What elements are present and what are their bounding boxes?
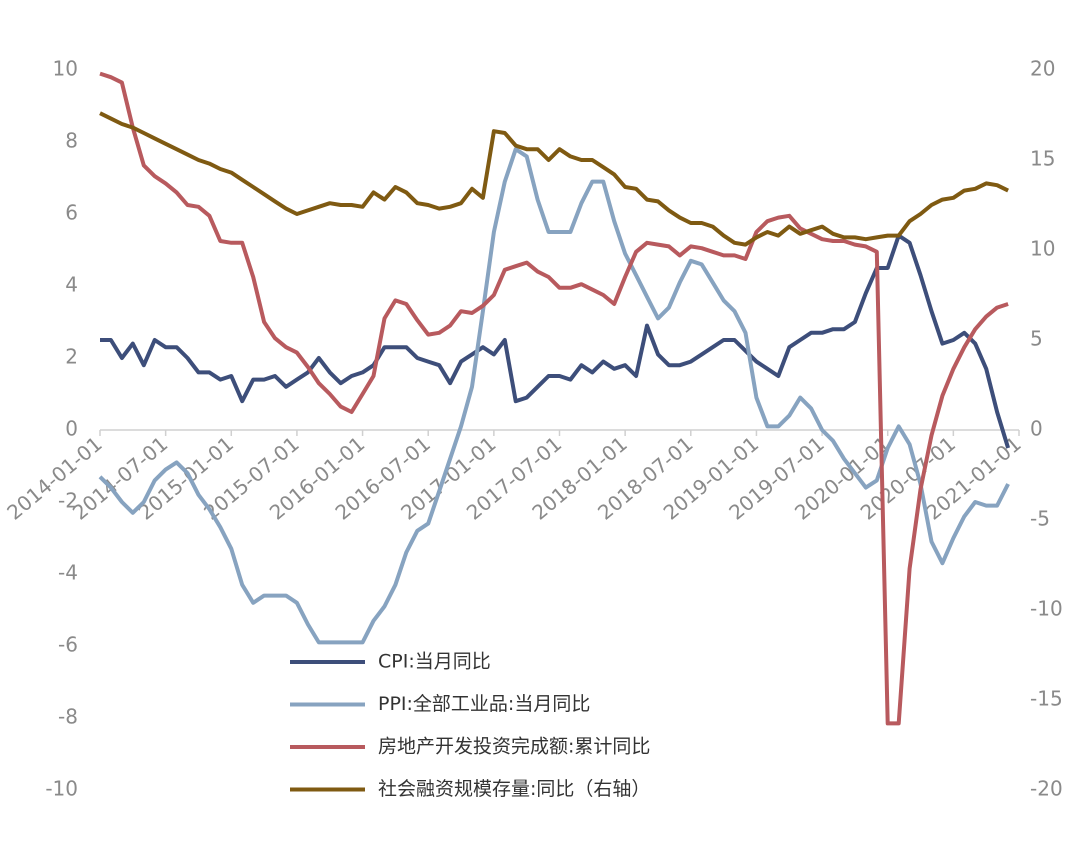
y-tick-label: -6 [58,633,78,657]
series-line [100,233,1011,449]
legend-label: 房地产开发投资完成额:累计同比 [378,736,650,758]
y-tick-label: 4 [65,273,78,297]
y2-tick-label: -20 [1030,777,1063,801]
y2-tick-label: 0 [1030,417,1043,441]
y2-tick-label: 15 [1030,147,1055,171]
series-line [99,71,1009,726]
y-tick-label: 2 [65,345,78,369]
series-line [99,111,1009,247]
y2-tick-label: -10 [1030,597,1063,621]
y-tick-label: -4 [58,561,78,585]
y-tick-label: -10 [45,777,78,801]
y-tick-label: 10 [53,57,78,81]
y-tick-label: 6 [65,201,78,225]
legend-label: 社会融资规模存量:同比（右轴） [378,778,650,800]
legend-label: PPI:全部工业品:当月同比 [378,693,590,715]
series-line [98,147,1010,645]
y-tick-label: -8 [58,705,78,729]
y-tick-label: 0 [65,417,78,441]
y2-tick-label: 10 [1030,237,1055,261]
y2-tick-label: -15 [1030,687,1063,711]
y-tick-label: -2 [58,489,78,513]
y2-tick-label: 5 [1030,327,1043,351]
legend-label: CPI:当月同比 [378,651,491,673]
y2-tick-label: 20 [1030,57,1055,81]
y-tick-label: 8 [65,129,78,153]
y2-tick-label: -5 [1030,507,1050,531]
